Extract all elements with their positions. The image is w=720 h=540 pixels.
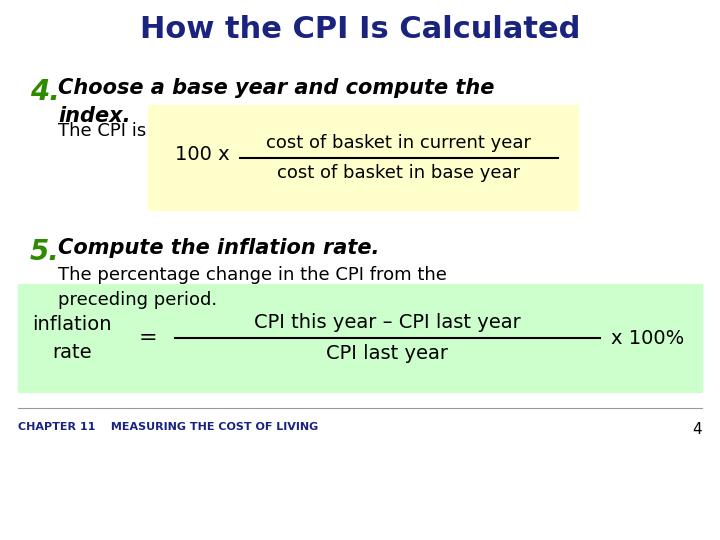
Text: CPI this year – CPI last year: CPI this year – CPI last year — [254, 313, 521, 332]
Text: inflation: inflation — [32, 314, 112, 334]
Text: 4: 4 — [693, 422, 702, 437]
Text: x 100%: x 100% — [611, 328, 685, 348]
Text: CHAPTER 11    MEASURING THE COST OF LIVING: CHAPTER 11 MEASURING THE COST OF LIVING — [18, 422, 318, 432]
FancyBboxPatch shape — [148, 105, 578, 210]
Text: =: = — [139, 328, 157, 348]
Text: rate: rate — [52, 342, 92, 361]
Text: CPI last year: CPI last year — [326, 344, 449, 363]
Text: The CPI is computed as:: The CPI is computed as: — [58, 122, 275, 140]
Text: cost of basket in current year: cost of basket in current year — [266, 134, 531, 152]
FancyBboxPatch shape — [18, 284, 702, 392]
Text: cost of basket in base year: cost of basket in base year — [277, 164, 521, 182]
Text: Choose a base year and compute the
index.: Choose a base year and compute the index… — [58, 78, 495, 126]
Text: 4.: 4. — [30, 78, 60, 106]
Text: 100 x: 100 x — [175, 145, 230, 165]
Text: How the CPI Is Calculated: How the CPI Is Calculated — [140, 16, 580, 44]
Text: Compute the inflation rate.: Compute the inflation rate. — [58, 238, 379, 258]
Text: 5.: 5. — [30, 238, 60, 266]
Text: The percentage change in the CPI from the
preceding period.: The percentage change in the CPI from th… — [58, 266, 447, 309]
